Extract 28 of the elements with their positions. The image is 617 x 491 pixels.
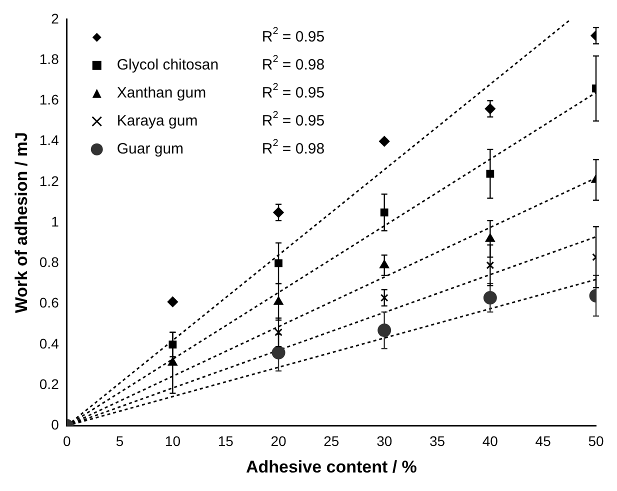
y-axis-title: Work of adhesion / mJ [12, 132, 31, 314]
x-tick-label: 30 [376, 433, 392, 450]
y-tick-label: 0 [51, 416, 60, 433]
y-tick-label: 2 [51, 10, 60, 26]
x-tick-label: 40 [482, 433, 498, 450]
y-tick-label: 0.2 [39, 376, 60, 392]
x-tick-label: 50 [588, 433, 604, 450]
x-tick-label: 25 [324, 433, 340, 450]
x-tick-label: 15 [218, 433, 234, 450]
x-tick-label: 0 [62, 433, 71, 450]
y-tick-label: 1.8 [39, 50, 60, 67]
x-tick-label: 20 [270, 433, 287, 450]
legend-label: Guar gum [116, 140, 184, 158]
y-tick-label: 1.2 [39, 172, 60, 189]
legend-label: Karaya gum [116, 112, 198, 130]
legend-label: Xanthan gum [116, 84, 206, 102]
x-tick-label: 35 [429, 433, 446, 450]
y-tick-label: 1.6 [39, 92, 60, 108]
y-tick-label: 0.8 [39, 254, 60, 270]
x-axis-title: Adhesive content / % [246, 457, 417, 476]
x-tick-label: 45 [535, 433, 552, 450]
y-tick-label: 1 [51, 213, 60, 230]
x-tick-label: 5 [116, 433, 124, 450]
y-tick-label: 0.6 [39, 294, 60, 311]
legend-label: Glycol chitosan [116, 56, 219, 74]
y-tick-label: 0.4 [39, 335, 60, 352]
x-tick-label: 10 [164, 433, 181, 450]
y-tick-label: 1.4 [39, 132, 60, 148]
